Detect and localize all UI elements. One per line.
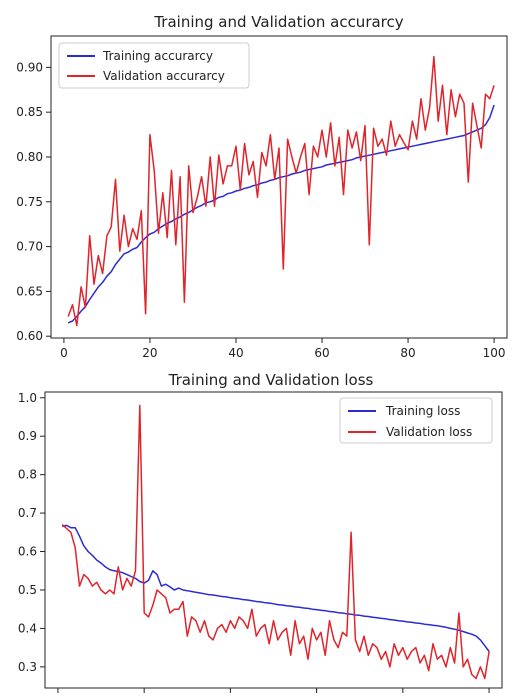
loss-y-tick-label: 0.8 [18,468,37,482]
accuracy-y-tick-label: 0.60 [16,329,43,343]
loss-series-line-1 [61,404,490,680]
accuracy-y-tick-label: 0.75 [16,195,43,209]
accuracy-x-tick-label: 60 [314,346,329,360]
accuracy-y-tick-label: 0.85 [16,105,43,119]
accuracy-chart: Training and Validation accurarcy 0.600.… [16,13,508,360]
accuracy-y-tick-label: 0.70 [16,240,43,254]
accuracy-legend: Training accurarcy Validation accurarcy [58,42,250,89]
loss-y-tick-label: 1.0 [18,391,37,405]
loss-x-axis [57,688,490,693]
loss-chart: Training and Validation loss 0.30.40.50.… [18,371,503,693]
loss-chart-title: Training and Validation loss [168,371,374,389]
legend-label-training-loss: Training loss [385,404,460,418]
loss-legend: Training loss Validation loss [339,397,493,444]
loss-legend-box [339,397,493,444]
accuracy-y-tick-label: 0.65 [16,284,43,298]
loss-y-tick-label: 0.4 [18,621,37,635]
legend-label-training-accuracy: Training accurarcy [102,49,213,63]
accuracy-x-axis: 0 20 40 60 80 100 [60,338,506,360]
legend-label-validation-loss: Validation loss [386,425,472,439]
accuracy-x-tick-label: 40 [228,346,243,360]
accuracy-x-tick-label: 0 [60,346,68,360]
legend-label-validation-accuracy: Validation accurarcy [103,69,225,83]
accuracy-legend-box [58,42,250,89]
accuracy-x-tick-label: 80 [400,346,415,360]
accuracy-series-group [67,55,495,327]
loss-y-tick-label: 0.3 [18,660,37,674]
loss-y-tick-label: 0.7 [18,506,37,520]
accuracy-y-tick-label: 0.80 [16,150,43,164]
accuracy-series-line-1 [67,55,495,327]
loss-y-tick-label: 0.5 [18,583,37,597]
loss-series-group [61,404,490,680]
loss-y-axis: 0.3 0.4 0.5 0.6 0.7 0.8 0.9 1.0 [18,391,45,674]
accuracy-chart-title: Training and Validation accurarcy [153,13,403,31]
accuracy-y-tick-label: 0.90 [16,60,43,74]
loss-y-tick-label: 0.6 [18,545,37,559]
accuracy-x-tick-label: 20 [142,346,157,360]
loss-y-tick-label: 0.9 [18,429,37,443]
accuracy-y-axis: 0.60 0.65 0.70 0.75 0.80 0.85 0.90 [16,60,51,343]
accuracy-series-line-0 [67,104,495,324]
accuracy-x-tick-label: 100 [483,346,506,360]
